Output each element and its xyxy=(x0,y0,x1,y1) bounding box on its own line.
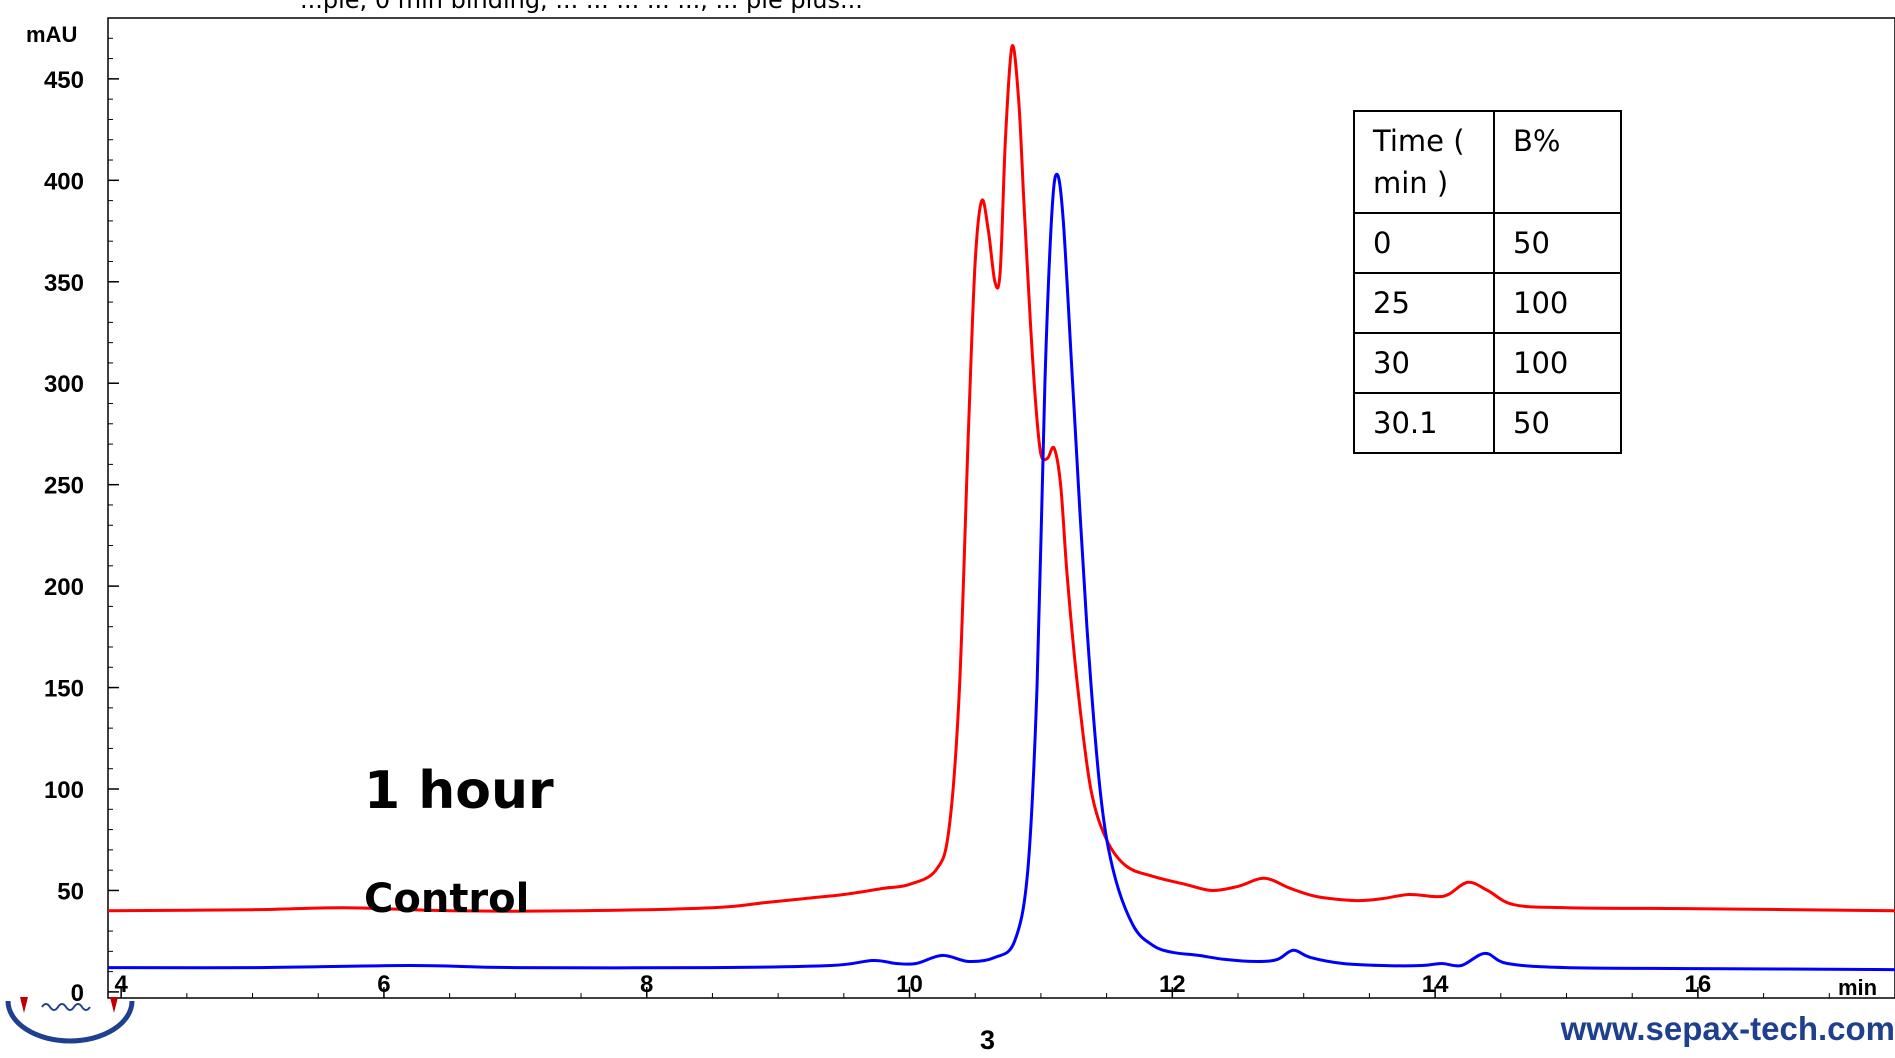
gradient-table-header-b-percent: B% xyxy=(1493,110,1622,214)
table-cell-time: 30 xyxy=(1353,332,1495,394)
series-lines xyxy=(107,44,1895,972)
table-cell-time: 30.1 xyxy=(1353,392,1495,454)
plot-frame xyxy=(107,17,1895,999)
y-tick-label: 350 xyxy=(44,270,84,297)
y-tick-label: 450 xyxy=(44,67,84,94)
company-logo-icon xyxy=(5,997,135,1044)
series-line-control xyxy=(107,172,1895,972)
x-axis-ticks: 4 6 8 10 12 14 16 xyxy=(114,971,1711,998)
table-cell-b-percent: 50 xyxy=(1493,212,1622,274)
x-tick-label: 8 xyxy=(640,971,653,998)
y-tick-label: 400 xyxy=(44,168,84,195)
table-row: 30 100 xyxy=(1353,332,1622,394)
table-cell-b-percent: 50 xyxy=(1493,392,1622,454)
x-axis-unit: min xyxy=(1838,975,1877,1000)
page-number: 3 xyxy=(980,1025,996,1055)
x-tick-label: 10 xyxy=(896,971,923,998)
y-tick-label: 250 xyxy=(44,473,84,500)
trace-label-control: Control xyxy=(364,876,529,922)
y-tick-label: 300 xyxy=(44,371,84,398)
table-cell-time: 25 xyxy=(1353,272,1495,334)
series-line-1-hour xyxy=(107,44,1895,913)
gradient-table-header-row: Time ( min ) B% xyxy=(1353,110,1622,214)
x-tick-label: 16 xyxy=(1685,971,1712,998)
table-cell-b-percent: 100 xyxy=(1493,272,1622,334)
trace-label-1-hour: 1 hour xyxy=(364,761,554,821)
table-cell-time: 0 xyxy=(1353,212,1495,274)
top-caption-fragment: ...ple, 0 min binding, ... ... ... ... .… xyxy=(300,0,863,14)
y-axis-ticks: 0 50 100 150 200 250 300 350 400 450 xyxy=(44,67,119,1007)
table-cell-b-percent: 100 xyxy=(1493,332,1622,394)
x-tick-label: 12 xyxy=(1159,971,1186,998)
minor-ticks xyxy=(108,17,1895,998)
y-tick-label: 200 xyxy=(44,574,84,601)
gradient-table-header-time: Time ( min ) xyxy=(1353,110,1495,214)
table-row: 0 50 xyxy=(1353,212,1622,274)
website-url[interactable]: www.sepax-tech.com xyxy=(1560,1010,1895,1047)
y-tick-label: 100 xyxy=(44,777,84,804)
y-axis-unit: mAU xyxy=(26,22,77,47)
gradient-table: Time ( min ) B% 0 50 25 100 30 100 30.1 … xyxy=(1353,110,1622,454)
y-tick-label: 50 xyxy=(57,878,84,905)
y-tick-label: 0 xyxy=(71,980,84,1007)
table-row: 25 100 xyxy=(1353,272,1622,334)
y-tick-label: 150 xyxy=(44,676,84,703)
x-tick-label: 14 xyxy=(1422,971,1449,998)
x-tick-label: 6 xyxy=(377,971,390,998)
table-row: 30.1 50 xyxy=(1353,392,1622,454)
